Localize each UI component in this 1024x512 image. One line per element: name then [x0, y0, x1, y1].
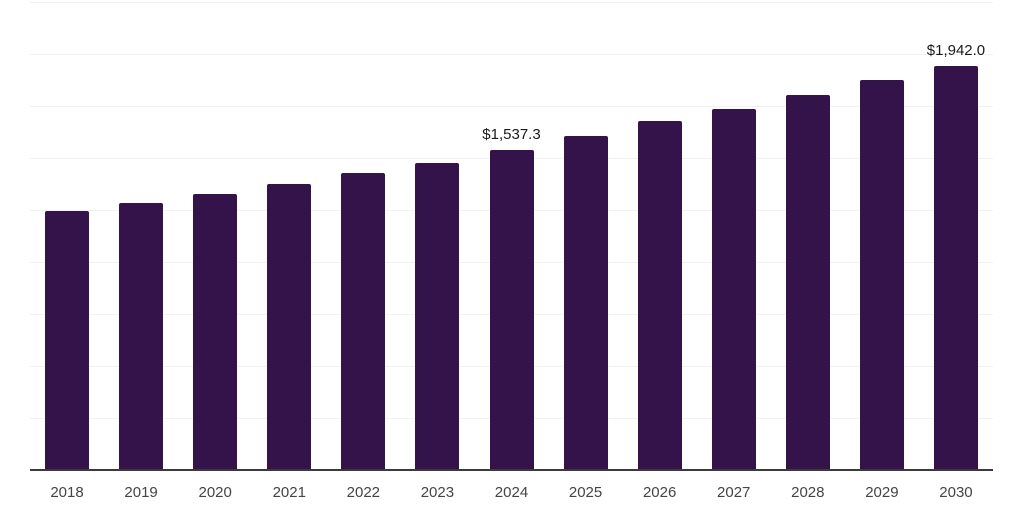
value-label-2030: $1,942.0 [926, 42, 986, 60]
bar-2021[interactable] [267, 184, 312, 470]
bar-2022[interactable] [341, 172, 386, 470]
x-tick-label-2022: 2022 [346, 484, 381, 501]
bar-2018[interactable] [45, 210, 90, 470]
value-labels-layer: $1,537.3 $1,942.0 [30, 2, 993, 470]
x-tick-label-2026: 2026 [642, 484, 677, 501]
value-label-2024: $1,537.3 [482, 126, 541, 144]
gridline-2250 [30, 2, 993, 3]
x-tick-label-2030: 2030 [939, 484, 973, 501]
bar-2024[interactable] [489, 150, 534, 470]
x-tick-label-2020: 2020 [198, 484, 232, 501]
bar-2029[interactable] [859, 80, 904, 470]
x-tick-label-2024: 2024 [494, 484, 529, 501]
x-tick-label-2029: 2029 [865, 484, 899, 501]
x-tick-label-2023: 2023 [420, 484, 455, 501]
bars-layer [30, 2, 993, 470]
x-tick-label-2018: 2018 [50, 484, 84, 501]
bar-2023[interactable] [415, 162, 460, 470]
x-tick-label-2019: 2019 [124, 484, 158, 501]
bar-2025[interactable] [563, 135, 608, 470]
bar-2027[interactable] [711, 108, 756, 470]
bar-2028[interactable] [785, 94, 830, 470]
x-axis-line [30, 469, 993, 471]
x-tick-label-2021: 2021 [272, 484, 306, 501]
bar-2019[interactable] [119, 202, 164, 470]
gridline-1750 [30, 106, 993, 107]
bar-2026[interactable] [637, 120, 682, 470]
gridline-2000 [30, 54, 993, 55]
x-tick-label-2028: 2028 [791, 484, 825, 501]
x-tick-label-2027: 2027 [717, 484, 751, 501]
bar-2020[interactable] [193, 193, 238, 470]
plot-area: $1,537.3 $1,942.0 [30, 2, 993, 470]
bar-2030[interactable] [933, 66, 978, 470]
x-tick-label-2025: 2025 [568, 484, 603, 501]
